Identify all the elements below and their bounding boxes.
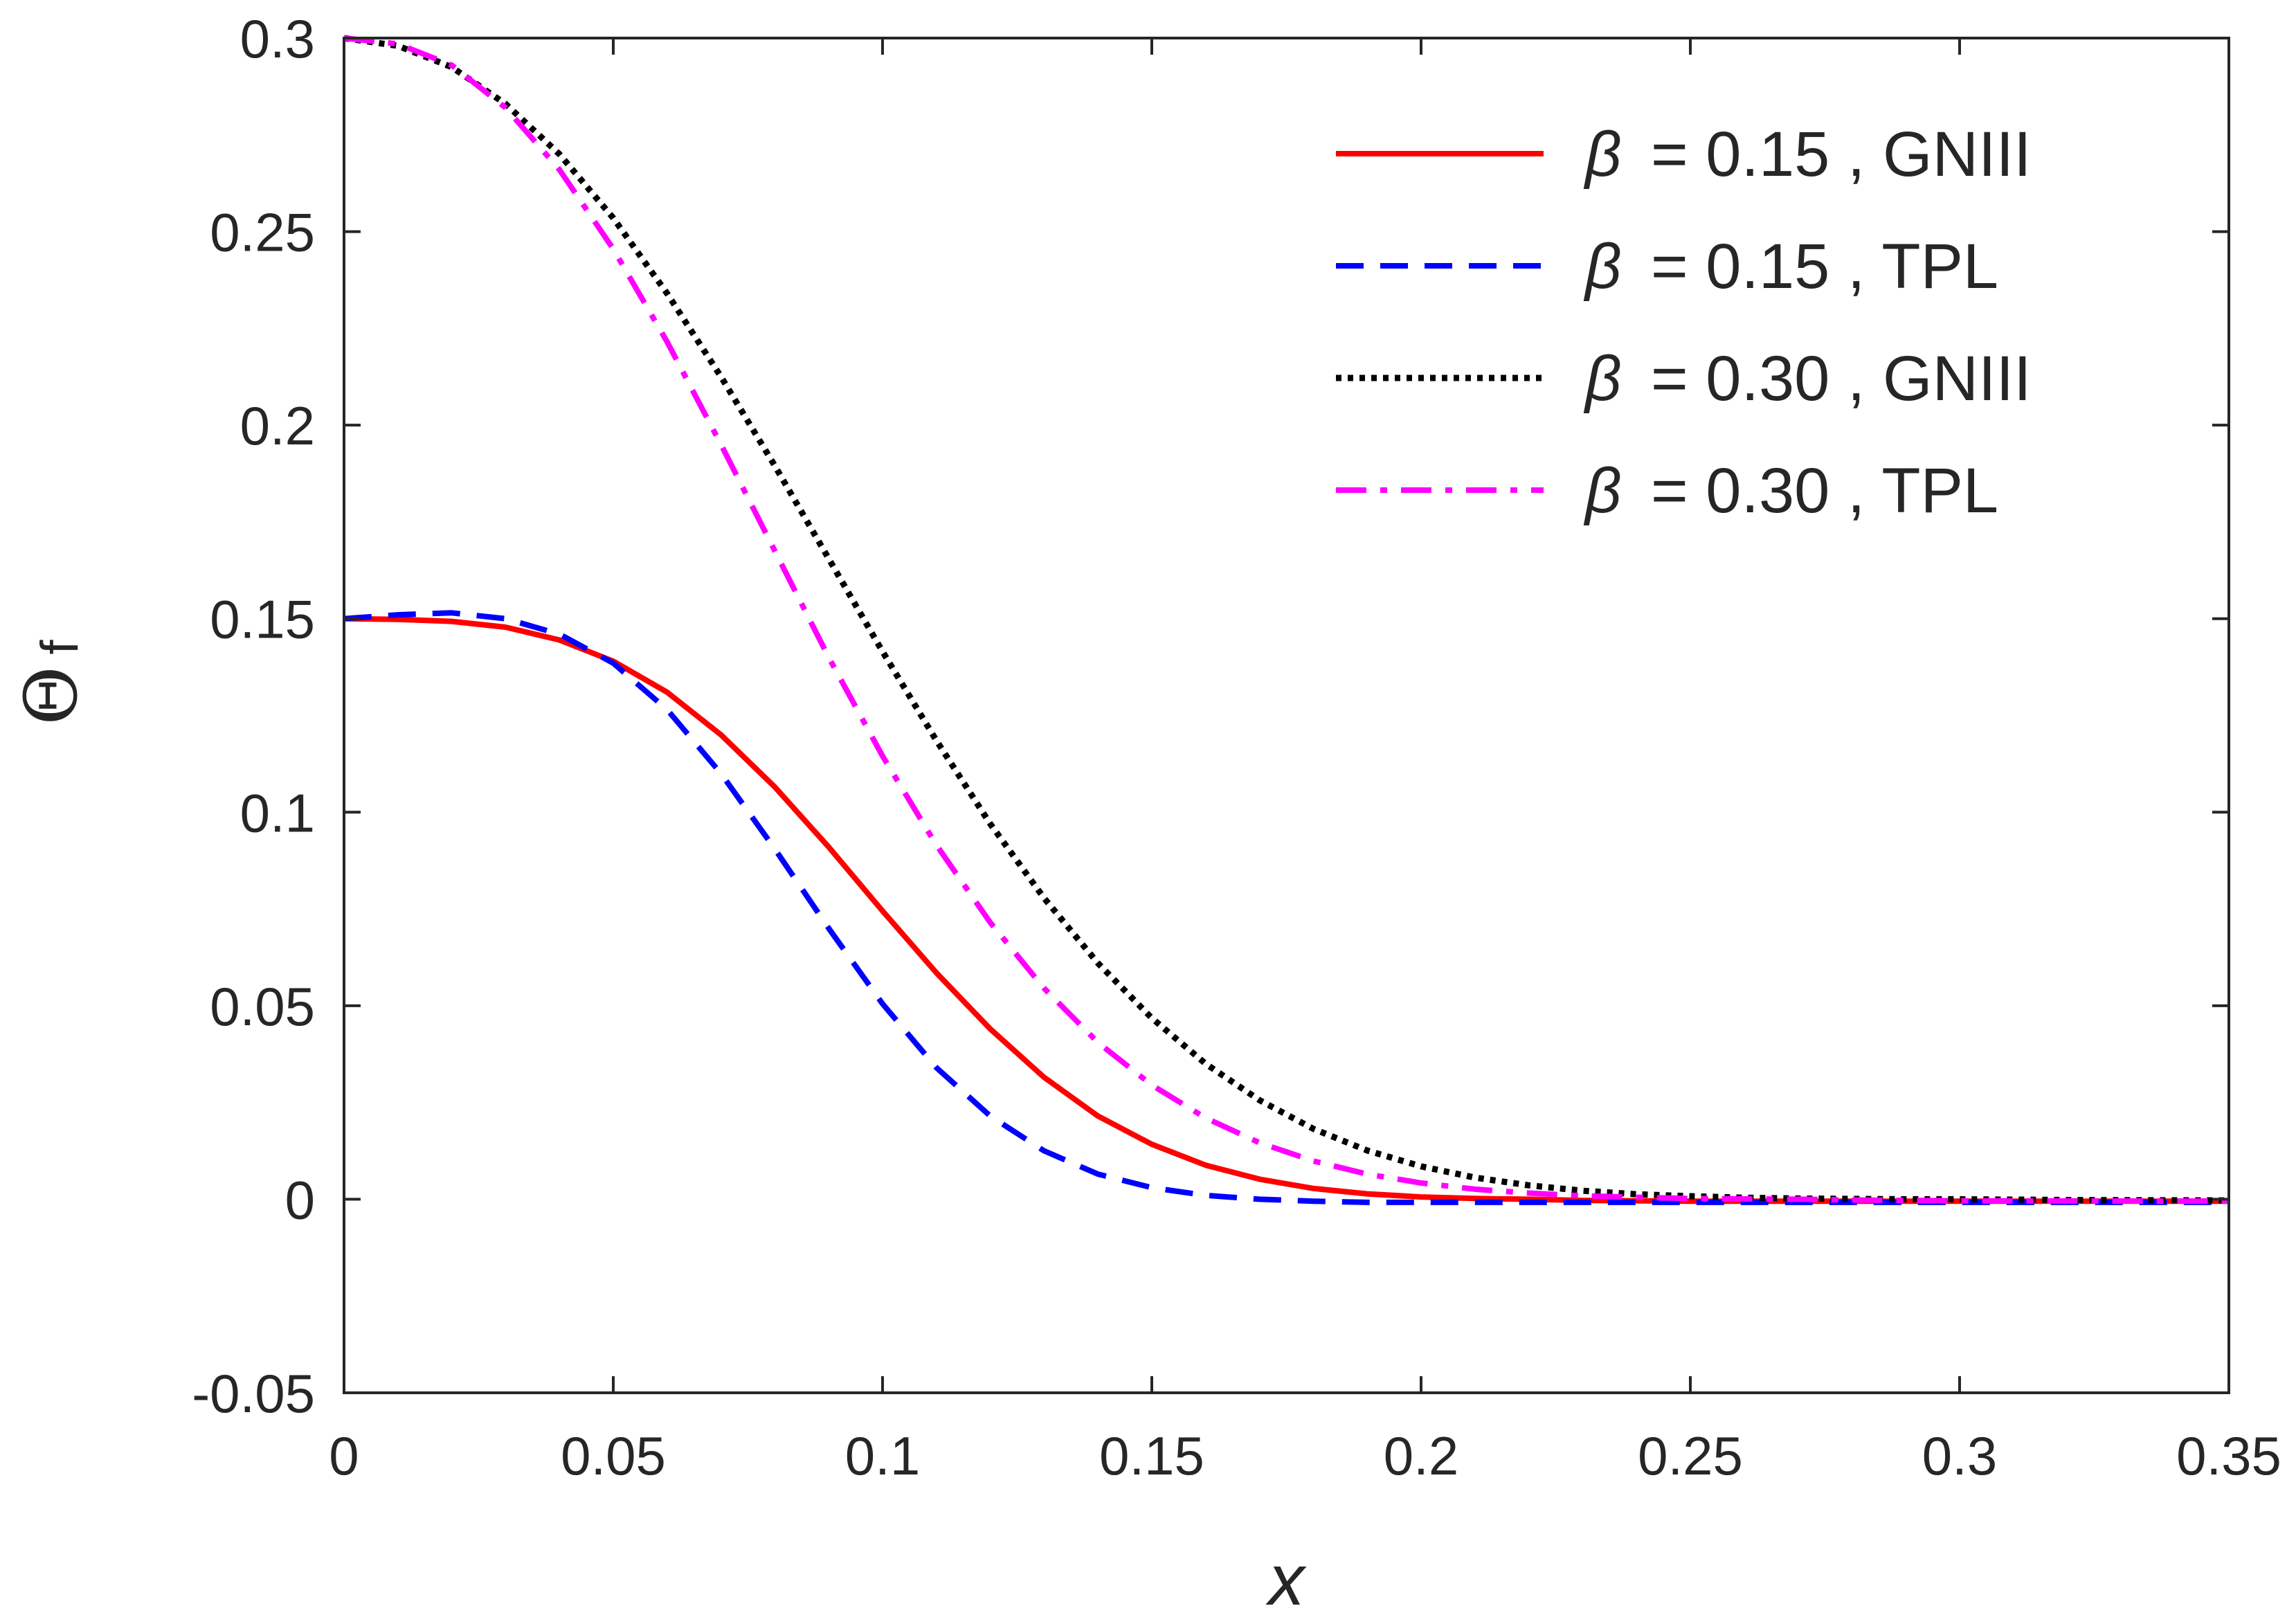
y-tick-label: 0.15 xyxy=(210,589,315,650)
y-tick-label: 0.1 xyxy=(240,782,315,843)
y-tick-label: 0.3 xyxy=(240,8,315,69)
legend-symbol-2: β xyxy=(1583,231,1622,302)
y-tick-label: -0.05 xyxy=(192,1363,315,1424)
legend-label-3: = 0.30 , GNIII xyxy=(1651,343,2032,414)
legend-symbol-3: β xyxy=(1583,343,1622,414)
axes-box xyxy=(343,37,2230,1394)
legend-symbol-4: β xyxy=(1583,455,1622,526)
x-tick-label: 0.1 xyxy=(845,1425,920,1486)
x-axis-title: x xyxy=(1265,1540,1308,1621)
x-tick-label: 0.35 xyxy=(2176,1425,2281,1486)
legend-label-4: = 0.30 , TPL xyxy=(1651,455,1998,526)
legend-label-2: = 0.15 , TPL xyxy=(1651,231,1998,302)
y-axis-superscript: f xyxy=(30,640,89,655)
y-tick-label: 0.25 xyxy=(210,202,315,263)
legend-label-1: = 0.15 , GNIII xyxy=(1651,119,2032,190)
series-layer xyxy=(343,35,2230,1205)
x-tick-label: 0.15 xyxy=(1099,1425,1204,1486)
legend: β = 0.15 , GNIII β = 0.15 , TPL β = 0.30 , GN… xyxy=(1336,119,2032,526)
y-axis-symbol: Θ xyxy=(9,666,93,725)
y-tick-label: 0.05 xyxy=(210,976,315,1037)
y-tick-label: 0 xyxy=(285,1169,315,1230)
x-tick-label: 0.05 xyxy=(561,1425,666,1486)
series-line-3 xyxy=(343,35,2230,1204)
y-tick-label: 0.2 xyxy=(240,395,315,456)
y-axis-title: Θ f xyxy=(9,640,93,725)
x-tick-label: 0.3 xyxy=(1922,1425,1997,1486)
x-tick-label: 0 xyxy=(329,1425,359,1486)
x-tick-label: 0.25 xyxy=(1638,1425,1743,1486)
legend-symbol-1: β xyxy=(1583,119,1622,190)
x-tick-label: 0.2 xyxy=(1384,1425,1458,1486)
ticks-layer: 0 0.05 0.1 0.15 0.2 0.25 0.3 0.35-0.0500.050.10… xyxy=(192,8,2281,1486)
